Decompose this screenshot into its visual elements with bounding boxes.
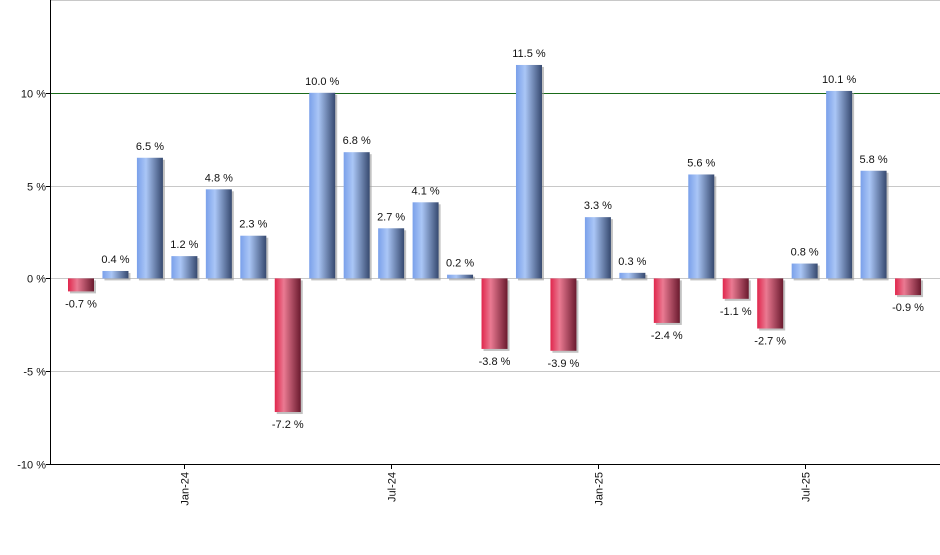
y-tick-label: 10 % [21,89,46,101]
bar-Feb-24 [205,189,232,279]
data-label: -1.1 % [720,306,752,318]
bar-May-24 [309,92,336,279]
bar-Nov-23 [102,270,129,279]
bar-Dec-24 [550,278,577,351]
y-tick-label: -5 % [23,367,46,379]
data-label: -0.7 % [65,298,97,310]
x-tick-label: Jan-24 [180,472,192,506]
x-tick-label: Jul-24 [387,472,399,502]
bar-Oct-24 [481,278,508,349]
bar-Jun-24 [343,152,370,279]
data-label: 6.5 % [136,141,164,153]
data-label: -3.9 % [548,358,580,370]
data-label: 6.8 % [343,135,371,147]
data-label: 1.2 % [170,239,198,251]
data-label: 4.8 % [205,172,233,184]
bar-Apr-25 [688,174,715,279]
bar-Mar-24 [240,235,267,279]
data-label: -0.9 % [892,302,924,314]
y-tick-label: -10 % [17,460,46,472]
bar-Sep-25 [860,170,887,279]
bar-shadow [449,276,476,281]
data-label: 11.5 % [512,48,546,60]
bar-Oct-23 [68,278,94,292]
data-label: 2.3 % [239,219,267,231]
bar-Mar-25 [653,278,680,323]
data-label: 0.2 % [446,258,474,270]
data-label: 2.7 % [377,211,405,223]
bar-Jan-25 [584,217,611,279]
data-label: 10.1 % [822,74,856,86]
bar-Nov-24 [515,64,542,279]
data-label: 0.4 % [101,254,129,266]
bar-May-25 [722,278,749,299]
data-label: -2.7 % [754,336,786,348]
bar-Aug-25 [826,90,853,279]
x-tick-label: Jul-25 [801,472,813,502]
data-label: 10.0 % [305,76,339,88]
bar-Apr-24 [274,278,301,413]
data-label: 4.1 % [412,185,440,197]
bar-Jul-25 [791,263,818,279]
data-label: -7.2 % [272,419,304,431]
data-label: -3.8 % [479,356,511,368]
data-label: 0.3 % [618,256,646,268]
bar-Aug-24 [412,202,439,279]
y-tick-label: 0 % [27,274,46,286]
bar-Jan-24 [171,256,198,279]
bar-Feb-25 [619,272,646,279]
bar-Jun-25 [757,278,784,329]
y-tick-label: 5 % [27,182,46,194]
bar-Oct-25 [895,278,922,296]
bar-Jul-24 [378,228,405,279]
data-label: 5.8 % [860,154,888,166]
bar-Dec-23 [136,157,163,279]
bar-Sep-24 [447,274,474,279]
data-label: 5.6 % [687,157,715,169]
data-label: 3.3 % [584,200,612,212]
data-label: -2.4 % [651,330,683,342]
data-label: 0.8 % [791,247,819,259]
x-tick-label: Jan-25 [594,472,606,506]
